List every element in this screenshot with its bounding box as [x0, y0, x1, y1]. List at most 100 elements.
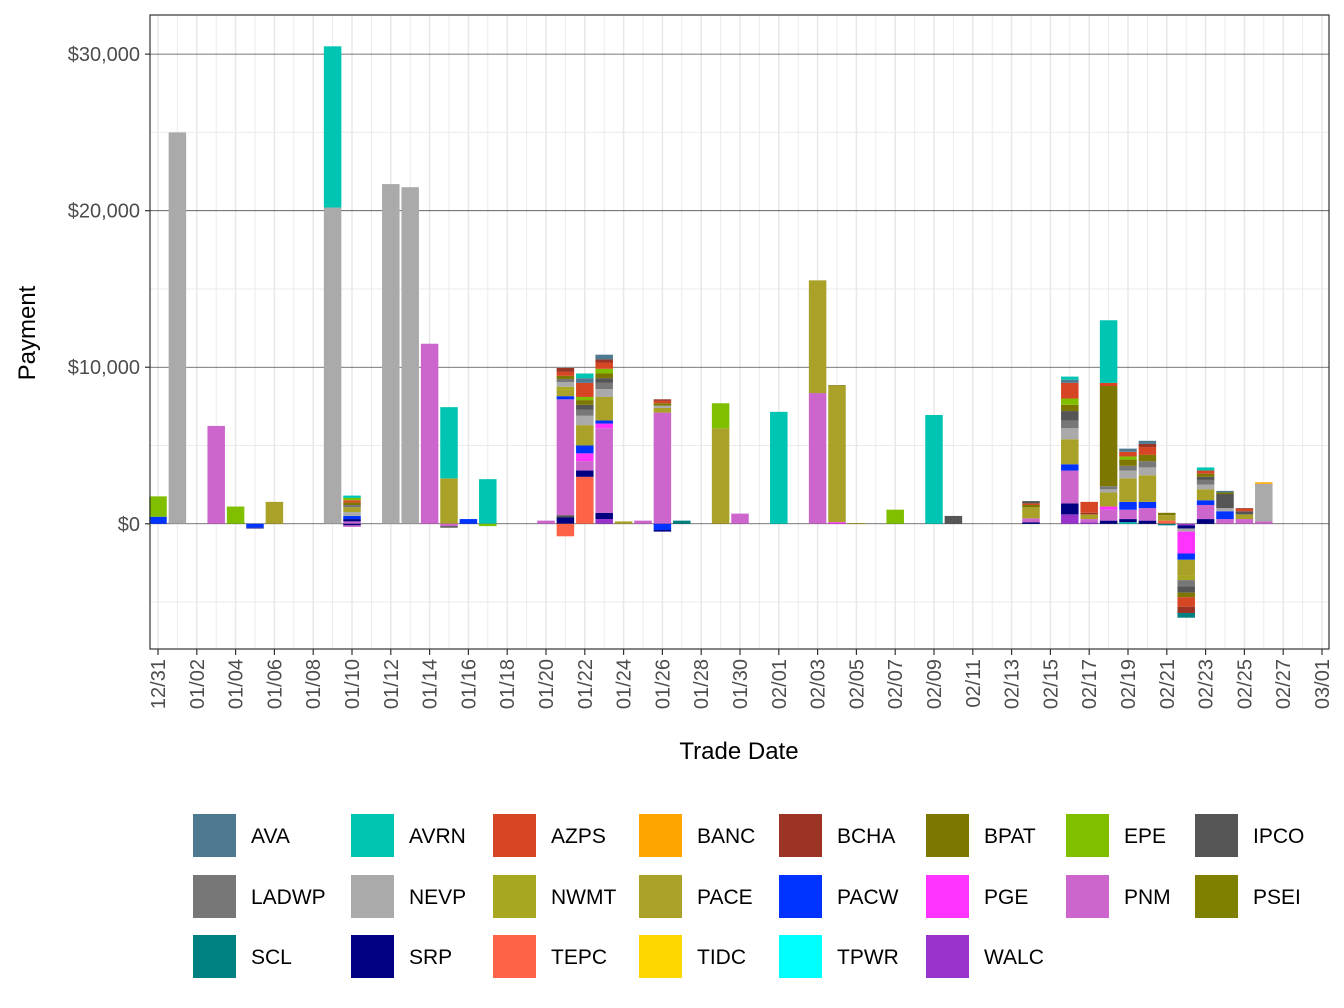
legend: AVA AVRN AZPS BANC BCHA BPAT EPE IPCO LADWP NEVP N…	[193, 814, 1304, 978]
bar-segment-ladwp	[1119, 465, 1137, 471]
legend-swatch	[493, 935, 536, 978]
bar-segment-ipco	[595, 378, 613, 383]
bar-02-17	[1080, 501, 1098, 524]
bar-segment-pace	[1196, 489, 1215, 501]
bar-segment-pace	[808, 280, 827, 394]
legend-swatch	[1195, 814, 1238, 857]
legend-label: PNM	[1124, 886, 1171, 909]
bar-segment-pnm	[1138, 508, 1157, 521]
bar-segment-nevp	[1099, 489, 1118, 493]
bar-segment-nevp	[576, 415, 594, 426]
bar-segment-nevp	[1138, 467, 1157, 476]
bar-segment-srp	[595, 512, 613, 520]
legend-label: PSEI	[1253, 886, 1301, 909]
bar-segment-pacw	[1061, 464, 1079, 471]
bar-segment-ladwp	[1138, 461, 1157, 468]
legend-item-epe: EPE	[1066, 814, 1166, 857]
y-tick-label: $20,000	[68, 201, 140, 223]
bar-segment-pace	[1177, 559, 1195, 576]
legend-label: AVRN	[409, 825, 466, 848]
x-tick-label: 02/27	[1273, 659, 1295, 709]
x-tick-label: 01/14	[420, 659, 442, 709]
bar-segment-tepc	[1158, 520, 1176, 524]
legend-label: BCHA	[837, 825, 895, 848]
bar-segment-srp	[1119, 519, 1137, 523]
x-axis-title: Trade Date	[679, 738, 798, 765]
legend-item-tpwr: TPWR	[779, 935, 899, 978]
legend-swatch	[351, 935, 394, 978]
x-tick-label: 01/04	[226, 659, 248, 709]
bar-segment-bpat	[1138, 454, 1157, 462]
legend-swatch	[351, 875, 394, 918]
bar-segment-avrn	[1119, 522, 1137, 524]
bar-segment-srp	[343, 519, 361, 522]
bar-segment-pnm	[1196, 504, 1215, 520]
bar-segment-nevp	[1061, 428, 1079, 440]
bar-segment-pacw	[1138, 501, 1157, 509]
bar-segment-pace	[265, 501, 284, 524]
bar-segment-bpat	[1158, 512, 1176, 516]
bar-02-04	[828, 385, 846, 524]
legend-swatch	[193, 935, 236, 978]
bar-segment-avrn	[576, 373, 594, 379]
bar-02-09	[925, 414, 943, 524]
bar-segment-pace	[556, 389, 575, 397]
bar-segment-ladwp	[576, 409, 594, 416]
bar-segment-pnm	[537, 520, 555, 524]
legend-swatch	[926, 875, 969, 918]
legend-swatch	[779, 935, 822, 978]
bar-segment-pge	[595, 423, 613, 429]
bar-segment-pace	[1158, 515, 1176, 521]
bar-segment-azps	[1119, 451, 1137, 457]
bar-segment-pace	[711, 428, 730, 524]
bar-segment-epe	[711, 403, 730, 429]
bar-segment-walc	[1177, 523, 1195, 526]
bar-01-17	[479, 479, 497, 527]
bar-segment-pnm	[556, 399, 575, 516]
bar-segment-ladwp	[1099, 486, 1118, 490]
bar-segment-avrn	[1099, 320, 1118, 383]
bar-segment-bpat	[556, 375, 575, 379]
bar-segment-pace	[595, 396, 613, 421]
y-axis-title: Payment	[14, 285, 41, 380]
bar-segment-ipco	[576, 404, 594, 410]
legend-item-walc: WALC	[926, 935, 1044, 978]
bar-segment-ava	[1216, 490, 1234, 493]
legend-item-tidc: TIDC	[639, 935, 746, 978]
bar-segment-pnm	[207, 425, 225, 524]
bar-02-22	[1177, 523, 1195, 618]
bar-segment-pnm	[1080, 519, 1098, 523]
legend-label: SRP	[409, 946, 452, 969]
legend-label: PACE	[697, 886, 753, 909]
bar-segment-srp	[556, 517, 575, 524]
bar-segment-pacw	[1216, 511, 1234, 520]
bar-segment-pacw	[595, 420, 613, 424]
bar-01-09	[323, 46, 342, 524]
bar-segment-bpat	[1022, 504, 1040, 508]
bar-segment-pnm	[343, 525, 361, 527]
bar-01-01	[168, 132, 187, 524]
bar-segment-ipco	[1022, 501, 1040, 504]
bar-segment-ladwp	[343, 504, 361, 508]
bar-segment-bcha	[1138, 443, 1157, 448]
bar-segment-pace	[440, 478, 458, 524]
bar-segment-pnm	[1235, 519, 1254, 524]
legend-item-pnm: PNM	[1066, 875, 1171, 918]
bar-segment-epe	[226, 506, 245, 524]
bar-segment-nevp	[556, 382, 575, 387]
bar-segment-bpat	[653, 403, 672, 406]
legend-label: NWMT	[551, 886, 616, 909]
bar-segment-nevp	[595, 389, 613, 397]
bar-segment-azps	[1061, 382, 1079, 399]
bar-segment-pnm	[1099, 509, 1118, 521]
bar-segment-bcha	[1177, 606, 1195, 613]
bar-segment-azps	[1235, 508, 1254, 512]
bar-segment-ipco	[440, 526, 458, 528]
bar-segment-ava	[576, 378, 594, 383]
bar-segment-bpat	[1119, 459, 1137, 466]
bar-12-31	[149, 496, 167, 524]
bar-segment-epe	[886, 509, 904, 524]
bar-01-16	[459, 519, 478, 524]
bar-segment-tepc	[576, 476, 594, 524]
bar-segment-azps	[1138, 447, 1157, 455]
